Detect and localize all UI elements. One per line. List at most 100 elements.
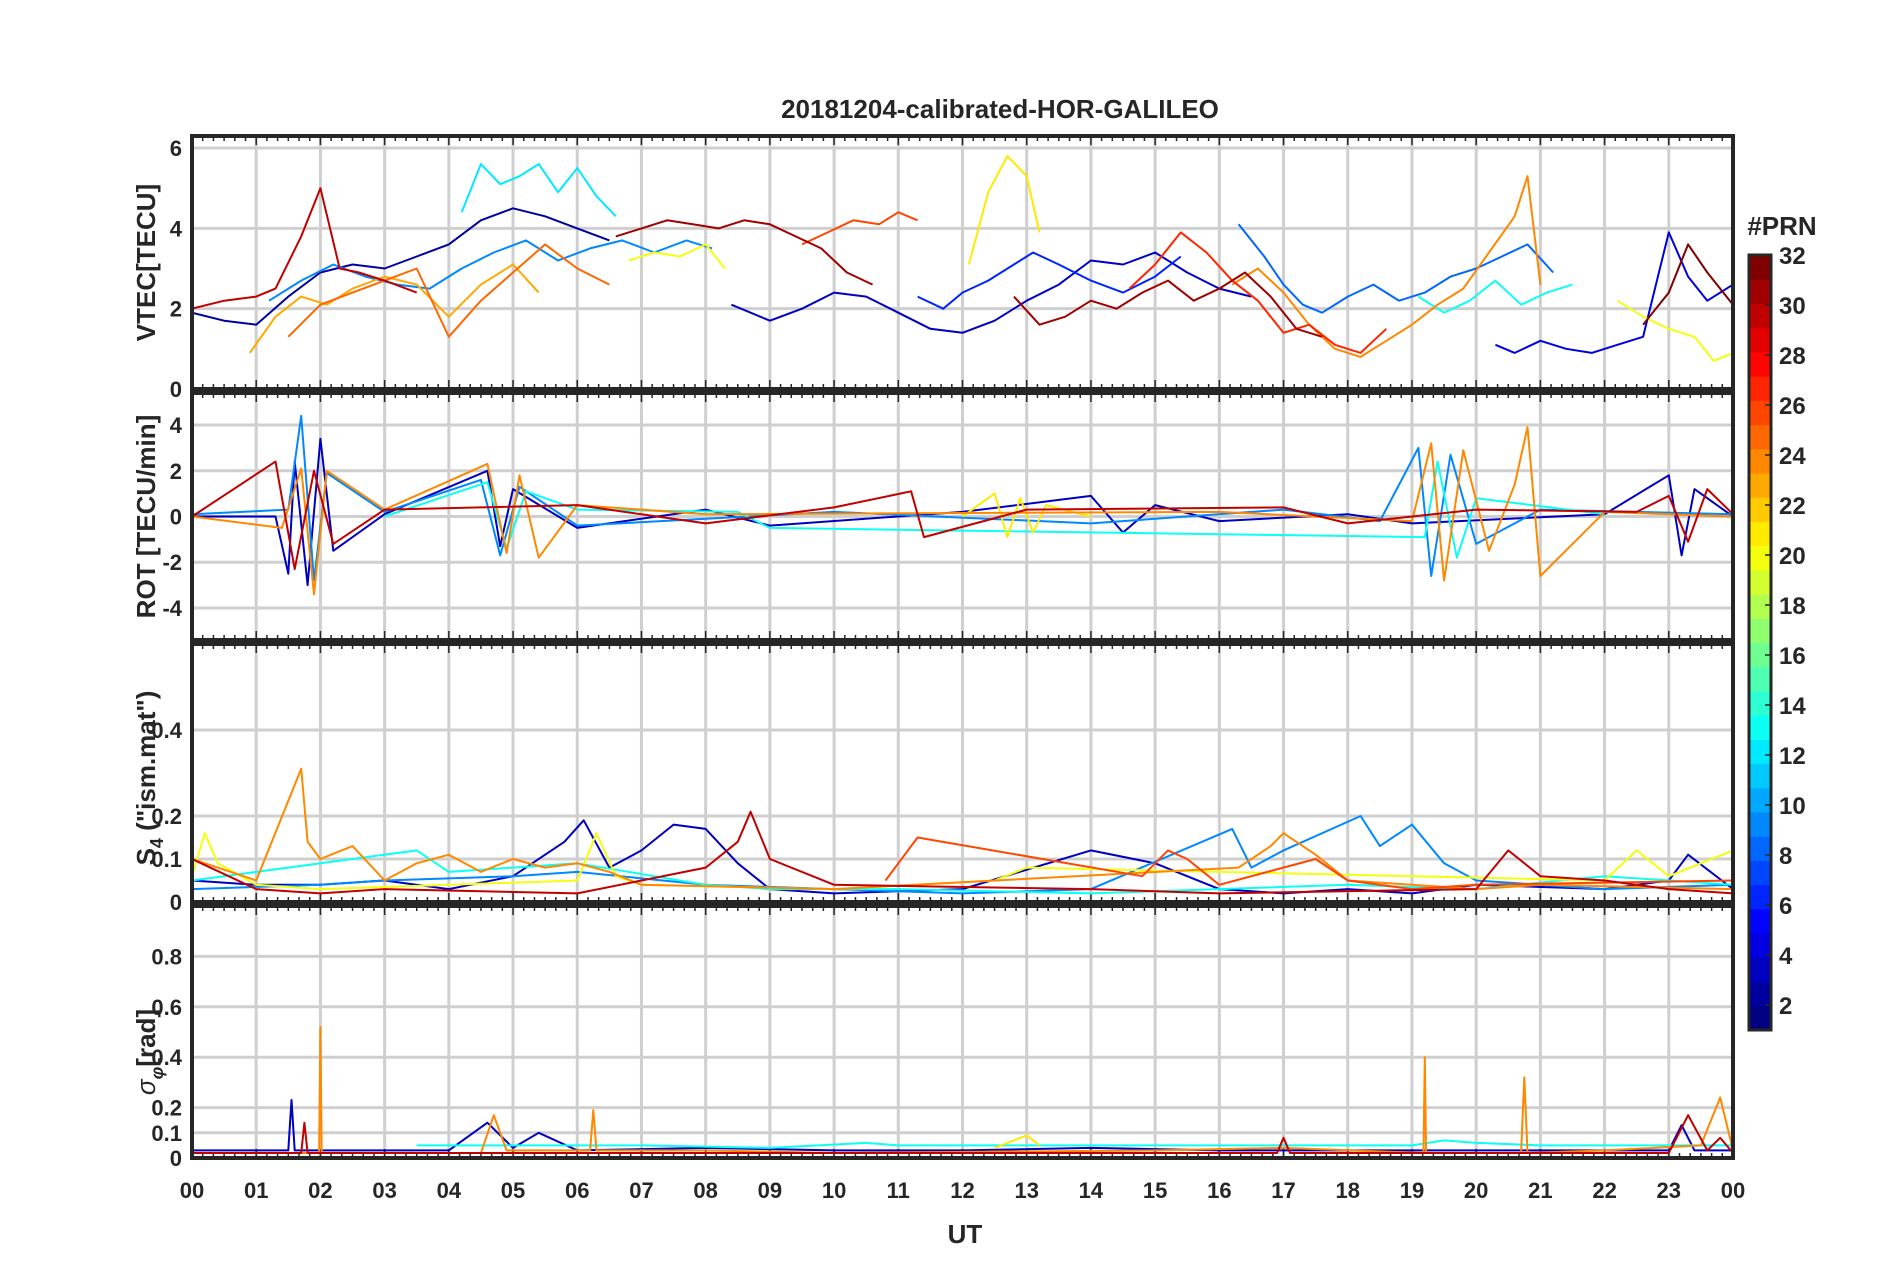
colorbar-segment [1749,594,1771,619]
x-tick-label: 10 [822,1178,846,1203]
colorbar-tick-label: 14 [1779,693,1806,720]
colorbar-tick-label: 6 [1779,893,1792,920]
series-prn-3 [731,251,1252,334]
x-tick-label: 11 [887,1178,910,1203]
colorbar-segment [1749,787,1771,813]
y-tick-label: 0.1 [151,1121,182,1146]
series-prn-13 [1417,279,1573,314]
colorbar-segment [1749,279,1771,304]
axes-frame [190,134,1735,391]
series-prn-31 [1013,271,1323,338]
y-tick-label: -4 [162,596,182,621]
colorbar-segment [1749,908,1771,934]
y-tick-label: 4 [170,413,183,438]
colorbar-segment [1749,715,1771,740]
y-axis-label: σφ[rad] [131,1009,167,1095]
series-prn-4 [1495,231,1733,354]
series-group-s4 [192,767,1733,895]
colorbar-frame [1747,253,1773,1032]
series-prn-3 [192,1099,1733,1152]
x-tick-label: 09 [758,1178,782,1203]
series-prn-9 [192,414,1733,582]
colorbar-segment [1749,981,1771,1007]
x-tick-label: 21 [1528,1178,1552,1203]
colorbar-segment [1749,376,1771,401]
y-axis-label: S4 ("ism.mat") [131,691,167,866]
colorbar-segment [1749,836,1771,861]
colorbar-segment [1749,327,1771,353]
y-tick-label: 0.6 [151,995,182,1020]
colorbar-segment [1749,521,1771,547]
colorbar-tick-label: 16 [1779,643,1806,670]
y-axis-label: ROT [TECU/min] [131,415,161,619]
y-tick-label: 0.8 [151,944,182,969]
series-prn-26 [801,211,918,246]
y-tick-label: 0 [170,1146,182,1171]
x-tick-label: 01 [244,1178,268,1203]
colorbar-segment [1749,933,1771,958]
series-prn-6 [917,251,1182,310]
y-axis-label: VTEC[TECU] [131,184,161,341]
series-group-sigma [192,1026,1733,1154]
colorbar-segment [1749,860,1771,886]
x-tick-label: 08 [693,1178,717,1203]
y-tick-label: 0.4 [151,1045,182,1070]
x-tick-label: 06 [565,1178,589,1203]
panel-sigma: 00.10.2 0.4 0.6 0.8 σφ[rad] [131,904,1735,1171]
colorbar-segment [1749,255,1771,280]
colorbar-segment [1749,763,1771,789]
colorbar-segment [1749,957,1771,983]
panel-rot: -4 -2 0 2 4 ROT [TECU/min] [131,391,1735,642]
x-tick-label: 12 [950,1178,974,1203]
series-group-vtec [192,155,1733,362]
y-tick-label: 0 [170,377,182,402]
colorbar-tick-label: 2 [1779,993,1792,1020]
colorbar-segment [1749,472,1771,498]
series-prn-30 [192,460,1733,571]
colorbar-tick-label: 12 [1779,743,1806,770]
y-tick-label: 0.4 [151,718,182,743]
colorbar-tick-label: 18 [1779,593,1806,620]
series-prn-31 [615,219,874,286]
panel-s4: 0 0.1 0.2 0.4S4 ("ism.mat") [131,642,1735,915]
colorbar-segment [1749,545,1771,571]
series-prn-21 [961,492,1092,539]
series-prn-32 [1642,243,1733,326]
x-tick-label: 13 [1014,1178,1038,1203]
x-tick-label: 04 [437,1178,462,1203]
panel-vtec: 0 2 4 6 VTEC[TECU] [131,134,1735,402]
series-prn-24 [1231,175,1542,358]
series-prn-27 [1128,231,1387,354]
x-tick-label: 14 [1079,1178,1104,1203]
series-prn-21 [994,1134,1041,1149]
colorbar-title: #PRN [1747,211,1816,241]
y-tick-label: -2 [162,550,182,575]
series-prn-30 [192,810,1733,895]
series-prn-20 [628,243,726,270]
x-tick-label: 22 [1592,1178,1616,1203]
x-tick-label: 15 [1143,1178,1167,1203]
colorbar-segment [1749,448,1771,474]
colorbar-segment [1749,351,1771,377]
colorbar-segment [1749,618,1771,643]
series-prn-24 [192,767,1733,891]
colorbar-tick-label: 10 [1779,793,1806,820]
colorbar-tick-label: 30 [1779,293,1806,320]
colorbar-tick-label: 32 [1779,243,1806,270]
x-tick-label: 07 [629,1178,653,1203]
colorbar-segment [1749,497,1771,522]
chart-title: 20181204-calibrated-HOR-GALILEO [781,94,1219,124]
x-tick-label: 19 [1400,1178,1424,1203]
x-tick-label: 05 [501,1178,525,1203]
colorbar-tick-label: 24 [1779,443,1806,470]
colorbar-segment [1749,666,1771,692]
series-prn-13 [416,1139,1733,1149]
axes-frame [190,642,1735,904]
colorbar-tick-label: 22 [1779,493,1806,520]
colorbar-segment [1749,739,1771,765]
y-tick-label: 6 [170,136,182,161]
y-tick-label: 2 [170,459,182,484]
series-prn-8 [1237,223,1554,314]
series-prn-30 [192,187,418,310]
